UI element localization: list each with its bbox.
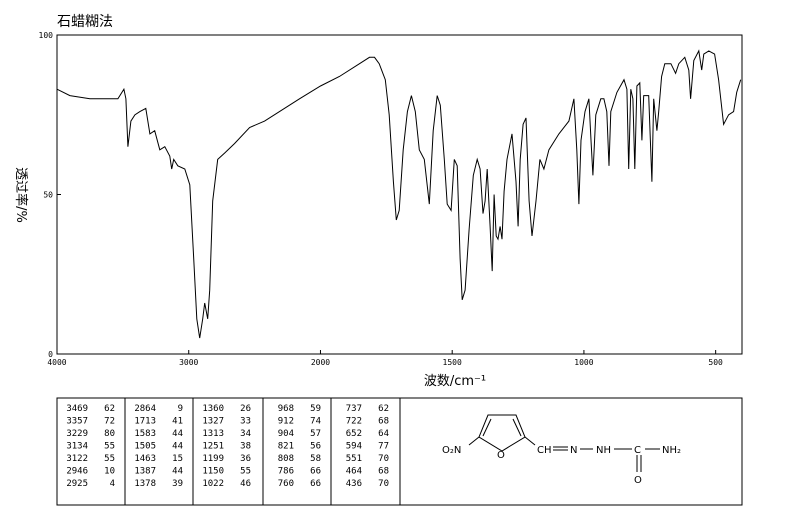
x-tick-label: 1000 — [574, 358, 593, 367]
y-tick-label: 50 — [43, 191, 53, 200]
table-transmittance: 74 — [310, 417, 321, 427]
table-transmittance: 26 — [240, 404, 251, 414]
table-wavenumber: 1583 — [134, 429, 156, 439]
table-wavenumber: 652 — [346, 429, 362, 439]
table-wavenumber: 1505 — [134, 442, 156, 452]
x-tick-label: 500 — [708, 358, 723, 367]
table-wavenumber: 1387 — [134, 467, 156, 477]
structure-label: NH — [596, 445, 611, 456]
table-transmittance: 39 — [172, 479, 183, 489]
table-wavenumber: 1313 — [202, 429, 224, 439]
x-tick-label: 1500 — [443, 358, 462, 367]
table-wavenumber: 1463 — [134, 454, 156, 464]
table-transmittance: 64 — [378, 429, 389, 439]
table-wavenumber: 1022 — [202, 479, 224, 489]
table-transmittance: 34 — [240, 429, 251, 439]
table-transmittance: 68 — [378, 467, 389, 477]
x-tick-label: 3000 — [179, 358, 198, 367]
table-transmittance: 68 — [378, 417, 389, 427]
table-wavenumber: 3229 — [66, 429, 88, 439]
table-transmittance: 58 — [310, 454, 321, 464]
table-transmittance: 72 — [104, 417, 115, 427]
table-wavenumber: 464 — [346, 467, 362, 477]
table-transmittance: 55 — [240, 467, 251, 477]
spectrum-line — [56, 49, 742, 339]
table-wavenumber: 2946 — [66, 467, 88, 477]
table-wavenumber: 436 — [346, 479, 362, 489]
table-transmittance: 38 — [240, 442, 251, 452]
table-transmittance: 33 — [240, 417, 251, 427]
table-wavenumber: 3357 — [66, 417, 88, 427]
y-axis-label: 透过率/% — [13, 167, 29, 223]
table-wavenumber: 3122 — [66, 454, 88, 464]
table-transmittance: 10 — [104, 467, 115, 477]
y-tick-label: 100 — [39, 31, 54, 40]
table-transmittance: 57 — [310, 429, 321, 439]
table-transmittance: 15 — [172, 454, 183, 464]
structure-label: O — [634, 475, 642, 486]
table-wavenumber: 3134 — [66, 442, 88, 452]
table-wavenumber: 968 — [278, 404, 294, 414]
table-wavenumber: 1199 — [202, 454, 224, 464]
table-transmittance: 36 — [240, 454, 251, 464]
table-transmittance: 55 — [104, 442, 115, 452]
table-transmittance: 55 — [104, 454, 115, 464]
structure-bonds — [468, 414, 660, 472]
table-wavenumber: 760 — [278, 479, 294, 489]
table-wavenumber: 808 — [278, 454, 294, 464]
table-transmittance: 4 — [110, 479, 115, 489]
structure-label: NH₂ — [662, 445, 681, 456]
table-wavenumber: 1378 — [134, 479, 156, 489]
table-wavenumber: 786 — [278, 467, 294, 477]
table-wavenumber: 551 — [346, 454, 362, 464]
table-transmittance: 80 — [104, 429, 115, 439]
table-transmittance: 9 — [178, 404, 183, 414]
table-transmittance: 44 — [172, 442, 183, 452]
table-transmittance: 66 — [310, 479, 321, 489]
structure-label: CH — [537, 445, 552, 456]
table-wavenumber: 2925 — [66, 479, 88, 489]
table-transmittance: 70 — [378, 479, 389, 489]
table-wavenumber: 1327 — [202, 417, 224, 427]
x-axis-label: 波数/cm⁻¹ — [424, 374, 486, 389]
y-tick-label: 0 — [48, 350, 53, 359]
table-transmittance: 66 — [310, 467, 321, 477]
table-wavenumber: 904 — [278, 429, 294, 439]
table-wavenumber: 2864 — [134, 404, 156, 414]
table-wavenumber: 3469 — [66, 404, 88, 414]
table-wavenumber: 912 — [278, 417, 294, 427]
table-wavenumber: 1251 — [202, 442, 224, 452]
table-wavenumber: 737 — [346, 404, 362, 414]
chart-title: 石蜡糊法 — [57, 14, 113, 30]
table-transmittance: 62 — [378, 404, 389, 414]
structure-label: N — [570, 445, 577, 456]
table-transmittance: 77 — [378, 442, 389, 452]
table-wavenumber: 722 — [346, 417, 362, 427]
table-transmittance: 41 — [172, 417, 183, 427]
table-wavenumber: 1713 — [134, 417, 156, 427]
x-tick-label: 4000 — [47, 358, 66, 367]
x-tick-label: 2000 — [311, 358, 330, 367]
table-transmittance: 59 — [310, 404, 321, 414]
table-dividers — [124, 398, 401, 505]
table-transmittance: 70 — [378, 454, 389, 464]
structure-label: C — [634, 445, 641, 456]
table-wavenumber: 1150 — [202, 467, 224, 477]
structure-label: O₂N — [442, 445, 461, 456]
table-wavenumber: 594 — [346, 442, 362, 452]
table-transmittance: 62 — [104, 404, 115, 414]
table-transmittance: 44 — [172, 467, 183, 477]
structure-label: O — [497, 450, 505, 461]
table-transmittance: 46 — [240, 479, 251, 489]
table-wavenumber: 821 — [278, 442, 294, 452]
table-transmittance: 56 — [310, 442, 321, 452]
table-wavenumber: 1360 — [202, 404, 224, 414]
table-transmittance: 44 — [172, 429, 183, 439]
